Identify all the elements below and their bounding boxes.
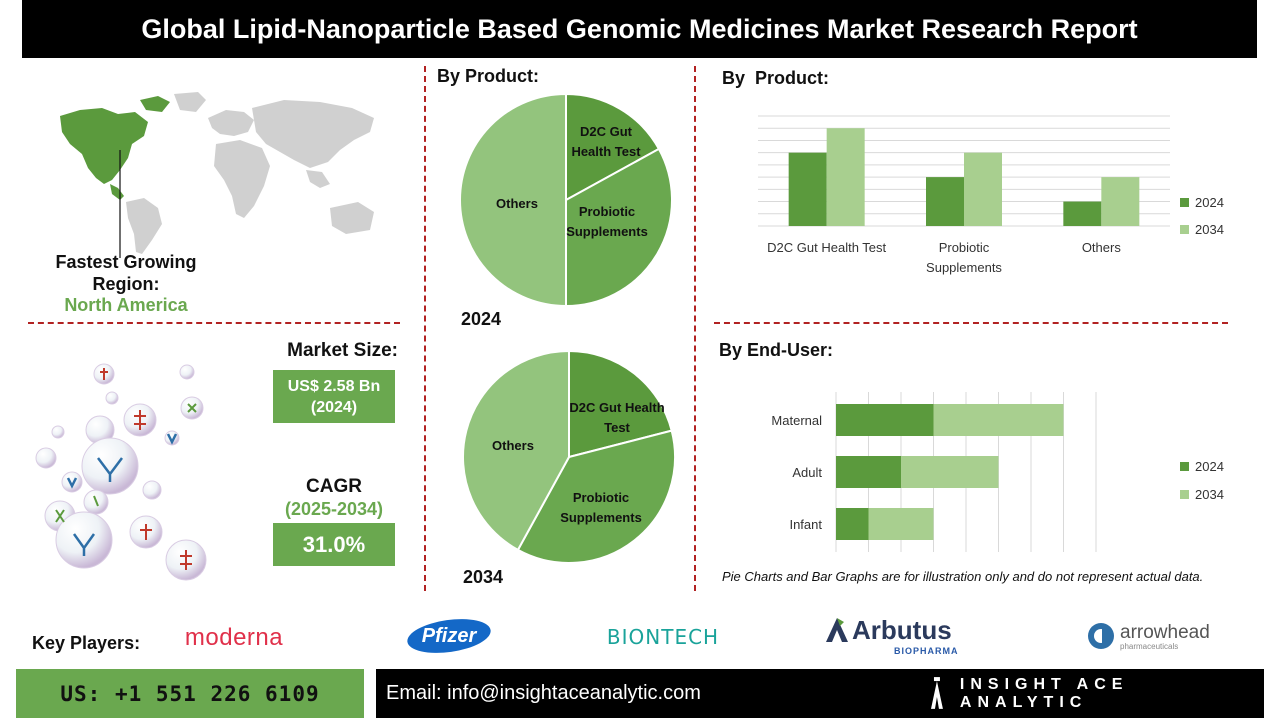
region-label: Fastest Growing Region: [55,252,197,294]
divider-vertical-right [694,66,696,591]
legend-swatch-2034 [1180,490,1189,499]
pie-slice-d2c-gut-health-test [568,349,673,459]
cagr-value: 31.0% [273,523,395,566]
bar-probiotic-supplements-2034 [964,152,1002,226]
page-title: Global Lipid-Nanoparticle Based Genomic … [22,0,1257,58]
bar-d2c-gut-health-test-2024 [788,152,827,226]
bar-adult-2024 [836,456,901,488]
brand-name: INSIGHT ACE ANALYTIC [959,676,1129,711]
legend-swatch-2024 [1180,462,1189,471]
pie-2034-caption: 2034 [463,567,504,587]
email-contact[interactable]: Email: info@insightaceanalytic.com [376,669,1264,718]
cagr-period: (2025-2034) [284,499,384,519]
pie-slice-others [462,349,570,552]
arrowhead-circle-icon [1088,623,1114,649]
pie-section-title: By Product: [437,66,540,86]
legend-label: 2034 [1195,222,1224,237]
category-label-maternal: Maternal [771,413,822,428]
divider-horizontal-right [714,322,1228,324]
legend-label: 2024 [1195,195,1224,210]
bar-enduser-legend-2024: 2024 [1180,459,1224,474]
bar-others-2024 [1063,201,1102,226]
bar-product-legend-2034: 2034 [1180,222,1224,237]
arrowhead-logo-text: arrowhead [1120,621,1210,643]
category-label-d2c-gut-health-test: D2C Gut Health Test [767,240,886,255]
market-size-label: Market Size: [287,340,398,361]
world-map-icon [60,92,374,258]
arbutus-leaf-icon [826,618,848,642]
pfizer-oval-icon [407,619,491,653]
bar-enduser-legend-2034: 2034 [1180,487,1224,502]
bar-d2c-gut-health-test-2034 [826,128,865,226]
arbutus-sub-text: BIOPHARMA [894,645,959,656]
pfizer-logo: Pfizer [404,616,494,656]
bar-probiotic-supplements-2024 [926,177,964,226]
bar-chart-enduser: Maternal Adult Infant [771,392,1097,552]
bar-maternal-2024 [836,404,934,436]
legend-swatch-2034 [1180,225,1189,234]
bar-chart-product: D2C Gut Health Test Probiotic Supplements O… [758,115,1170,275]
phone-contact[interactable]: US: +1 551 226 6109 [16,669,364,718]
arbutus-logo: Arbutus BIOPHARMA [824,612,972,658]
region-value: North America [64,295,188,315]
legend-label: 2024 [1195,459,1224,474]
pie-label-d2c-gut-health-test: D2C Gut Health Test [569,400,664,435]
pie-slice-others [459,92,567,308]
arrowhead-sub-text: pharmaceuticals [1120,641,1179,651]
divider-vertical-left [424,66,426,591]
market-size-value: US$ 2.58 Bn [287,377,381,395]
pie-chart-2024: D2C Gut Health Test Probiotic Supplements Ot… [459,92,673,308]
moderna-logo-text: moderna [184,624,284,651]
key-players-label: Key Players: [32,633,141,653]
bar-adult-2034 [901,456,999,488]
category-label-adult: Adult [792,465,822,480]
bar-infant-2034 [868,508,934,540]
disclaimer-note: Pie Charts and Bar Graphs are for illust… [722,569,1204,584]
moderna-logo: moderna [172,620,296,656]
legend-swatch-2024 [1180,198,1189,207]
insight-ace-logo-icon [930,677,943,709]
arrowhead-logo: arrowhead pharmaceuticals [1086,618,1226,654]
pie-2024-caption: 2024 [461,309,502,329]
legend-label: 2034 [1195,487,1224,502]
pie-label-d2c-gut-health-test: D2C Gut Health Test [571,124,641,159]
biontech-logo-text: BIONTECH [606,625,720,649]
market-size-year: (2024) [310,398,358,416]
pie-slice-d2c-gut-health-test [565,92,661,202]
pie-slice-probiotic-supplements [516,429,676,564]
pie-label-others: Others [496,196,538,211]
pie-chart-2034: D2C Gut Health Test Probiotic Supplements Ot… [462,349,676,564]
arbutus-logo-text: Arbutus [852,614,952,645]
pie-label-probiotic-supplements: Probiotic Supplements [560,490,642,525]
bar-product-legend-2024: 2024 [1180,195,1224,210]
pie-label-probiotic-supplements: Probiotic Supplements [566,204,648,239]
pfizer-logo-text: Pfizer [421,624,477,647]
brand-logo: INSIGHT ACE ANALYTIC [928,670,1264,718]
category-label-infant: Infant [789,517,822,532]
category-label-probiotic-supplements: Probiotic Supplements [926,240,1002,275]
bar-enduser-title: By End-User: [719,340,834,360]
market-size-box: US$ 2.58 Bn (2024) [273,370,395,423]
bar-maternal-2034 [933,404,1064,436]
pie-slice-probiotic-supplements [565,147,673,308]
bar-product-title: By Product: [722,68,830,88]
category-label-others: Others [1082,240,1122,255]
cagr-label: CAGR [306,476,362,497]
pie-label-others: Others [492,438,534,453]
bubbles-illustration-icon [35,363,207,581]
biontech-logo: BIONTECH [598,622,728,652]
bar-infant-2024 [836,508,869,540]
bar-others-2034 [1101,177,1140,226]
divider-horizontal-left [28,322,400,324]
